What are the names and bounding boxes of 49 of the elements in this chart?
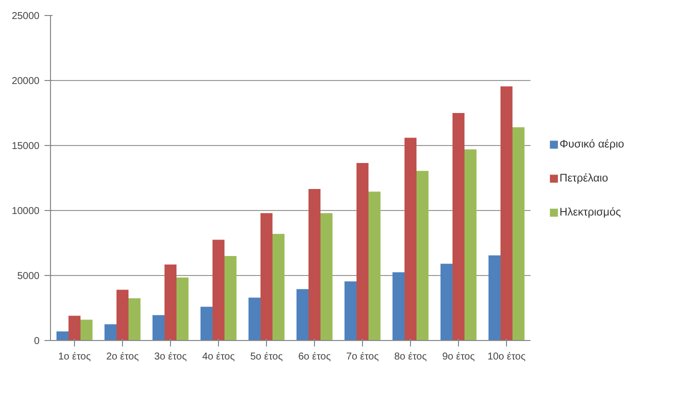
x-tick-label: 8ο έτος bbox=[394, 352, 427, 362]
bar bbox=[368, 192, 380, 340]
x-tick-label: 1ο έτος bbox=[58, 352, 91, 362]
bar bbox=[80, 320, 92, 340]
legend-label: Ηλεκτρισμός bbox=[560, 206, 621, 219]
bar bbox=[512, 127, 524, 340]
bar bbox=[224, 256, 236, 340]
bar bbox=[320, 213, 332, 340]
y-tick-label: 25000 bbox=[12, 11, 40, 22]
y-tick-label: 5000 bbox=[17, 271, 40, 282]
bar bbox=[212, 240, 224, 340]
y-tick-label: 0 bbox=[34, 336, 40, 347]
bar bbox=[488, 255, 500, 340]
x-tick-label: 9ο έτος bbox=[442, 352, 475, 362]
bar bbox=[56, 331, 68, 340]
bar bbox=[128, 298, 140, 340]
bar bbox=[500, 86, 512, 340]
x-tick-label: 4ο έτος bbox=[202, 352, 235, 362]
bar bbox=[200, 306, 212, 340]
bar bbox=[260, 213, 272, 340]
bar bbox=[308, 189, 320, 340]
x-tick-label: 10ο έτος bbox=[487, 352, 526, 362]
bar bbox=[404, 138, 416, 340]
bar bbox=[344, 281, 356, 340]
bar bbox=[116, 290, 128, 340]
legend-label: Φυσικό αέριο bbox=[560, 138, 624, 151]
bar bbox=[464, 149, 476, 340]
bar bbox=[164, 264, 176, 340]
x-tick-label: 7ο έτος bbox=[346, 352, 379, 362]
bar bbox=[272, 234, 284, 340]
x-tick-label: 3ο έτος bbox=[154, 352, 187, 362]
y-tick-label: 20000 bbox=[12, 76, 40, 87]
bar bbox=[104, 324, 116, 340]
bar bbox=[452, 113, 464, 340]
x-tick-label: 5ο έτος bbox=[250, 352, 283, 362]
y-tick-label: 10000 bbox=[12, 206, 40, 217]
bar bbox=[416, 170, 428, 340]
bar bbox=[392, 272, 404, 340]
bar bbox=[296, 289, 308, 340]
bar bbox=[176, 277, 188, 340]
x-tick-label: 2ο έτος bbox=[106, 352, 139, 362]
bar bbox=[152, 315, 164, 340]
bar bbox=[248, 298, 260, 340]
bar bbox=[356, 163, 368, 340]
x-tick-label: 6ο έτος bbox=[298, 352, 331, 362]
bar bbox=[440, 264, 452, 340]
y-tick-label: 15000 bbox=[12, 141, 40, 152]
legend-label: Πετρέλαιο bbox=[560, 172, 608, 185]
bar bbox=[68, 316, 80, 340]
